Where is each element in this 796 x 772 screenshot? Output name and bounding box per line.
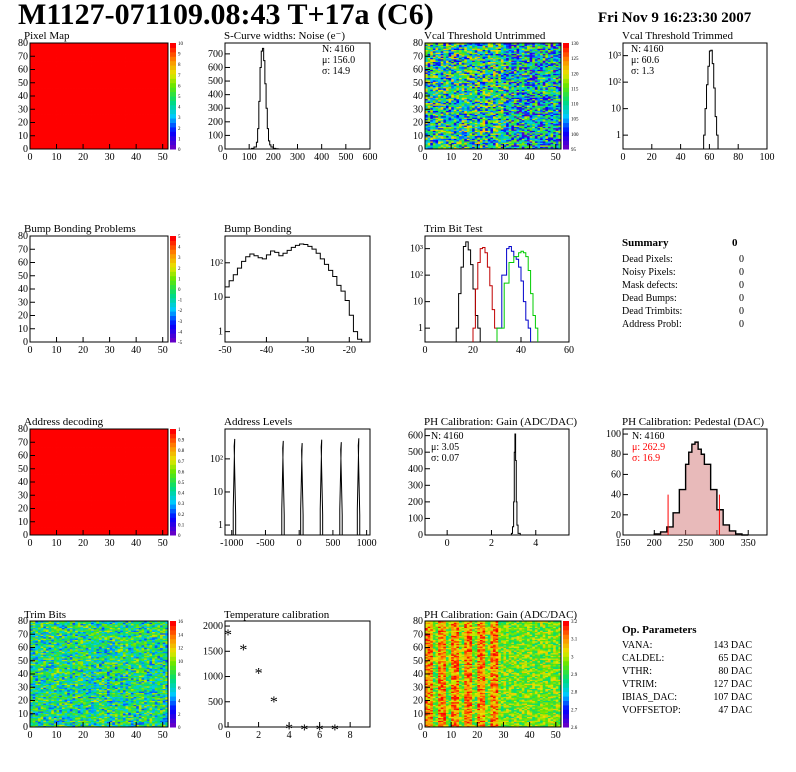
palette-cell — [170, 83, 176, 88]
palette-label: 9 — [178, 53, 181, 58]
y-tick-label: 10 — [18, 131, 28, 142]
y-tick-label: 700 — [208, 49, 223, 60]
palette-cell — [170, 61, 176, 66]
y-tick-label: 600 — [208, 62, 223, 73]
palette-cell — [170, 105, 176, 110]
palette-cell — [170, 74, 176, 79]
palette-label: 10 — [178, 42, 184, 47]
palette-label: 2 — [178, 127, 181, 132]
stat-entries: N: 4160 — [322, 44, 355, 55]
stat-rms: σ: 14.9 — [322, 66, 350, 77]
palette-cell — [170, 118, 176, 123]
x-tick-label: 600 — [363, 152, 378, 163]
x-tick-label: 0 — [223, 152, 228, 163]
y-tick-label: 70 — [18, 51, 28, 62]
y-tick-label: 500 — [208, 76, 223, 87]
palette-label: 6 — [178, 84, 181, 89]
palette-label: 3 — [178, 116, 181, 121]
palette-cell — [170, 87, 176, 92]
x-tick-label: 0 — [28, 152, 33, 163]
palette-cell — [170, 145, 176, 150]
panel-title: Pixel Map — [24, 30, 70, 42]
palette-cell — [170, 78, 176, 83]
palette-cell — [170, 100, 176, 105]
y-tick-label: 80 — [18, 38, 28, 49]
palette-label: 5 — [178, 95, 181, 100]
palette-label: 8 — [178, 63, 181, 68]
palette-cell — [170, 114, 176, 119]
x-tick-label: 300 — [290, 152, 305, 163]
y-tick-label: 100 — [208, 130, 223, 141]
y-tick-label: 50 — [18, 78, 28, 89]
palette-label: 1 — [178, 137, 181, 142]
x-tick-label: 500 — [338, 152, 353, 163]
palette-cell — [170, 92, 176, 97]
palette-label: 7 — [178, 74, 181, 79]
palette-cell — [170, 96, 176, 101]
palette-cell — [170, 70, 176, 75]
palette-label: 0 — [178, 148, 181, 153]
panel-title: Vcal Threshold Untrimmed — [424, 30, 546, 42]
panel-title: S-Curve widths: Noise (e⁻) — [224, 30, 345, 42]
y-tick-label: 60 — [18, 65, 28, 76]
palette-cell — [170, 140, 176, 145]
palette-cell — [170, 123, 176, 128]
y-tick-label: 20 — [18, 118, 28, 129]
scurve-histogram — [249, 48, 280, 149]
y-tick-label: 200 — [208, 117, 223, 128]
x-tick-label: 50 — [158, 152, 168, 163]
x-tick-label: 20 — [78, 152, 88, 163]
palette-cell — [170, 109, 176, 114]
color-palette: 109876543210 — [170, 42, 184, 153]
palette-cell — [170, 65, 176, 70]
y-tick-label: 400 — [208, 90, 223, 101]
y-tick-label: 40 — [18, 91, 28, 102]
x-tick-label: 10 — [52, 152, 62, 163]
y-tick-label: 0 — [23, 144, 28, 155]
heatmap-cells — [30, 43, 168, 149]
palette-cell — [170, 47, 176, 52]
y-tick-label: 0 — [218, 144, 223, 155]
x-tick-label: 400 — [314, 152, 329, 163]
x-tick-label: 40 — [131, 152, 141, 163]
palette-cell — [170, 127, 176, 132]
palette-cell — [170, 56, 176, 61]
palette-cell — [170, 43, 176, 48]
x-tick-label: 30 — [105, 152, 115, 163]
x-tick-label: 100 — [242, 152, 257, 163]
y-tick-label: 30 — [18, 104, 28, 115]
stats-box: N: 4160μ: 156.0σ: 14.9 — [322, 44, 355, 77]
heatmap-cells — [425, 43, 561, 149]
stat-mean: μ: 156.0 — [322, 55, 355, 66]
palette-cell — [170, 52, 176, 57]
x-tick-label: 200 — [266, 152, 281, 163]
y-tick-label: 300 — [208, 103, 223, 114]
palette-cell — [170, 136, 176, 141]
palette-label: 4 — [178, 106, 181, 111]
palette-cell — [170, 131, 176, 136]
